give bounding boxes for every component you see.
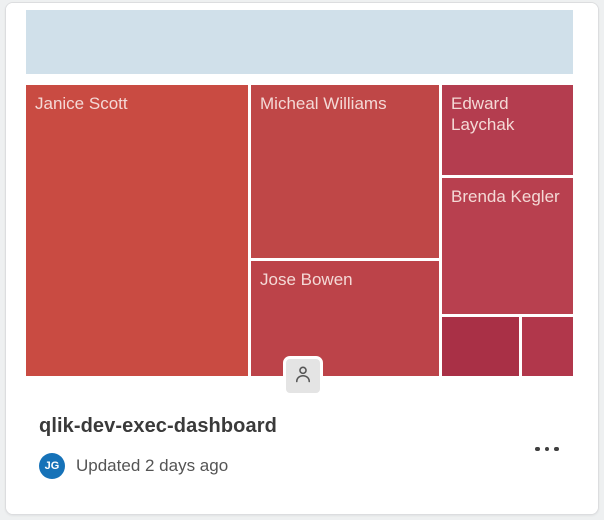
treemap-cell-unlabeled-2 xyxy=(522,317,573,376)
treemap-label: Brenda Kegler xyxy=(451,187,560,206)
treemap-cell-unlabeled-1 xyxy=(442,317,519,376)
treemap-label: Edward Laychak xyxy=(451,94,515,135)
app-title: qlik-dev-exec-dashboard xyxy=(39,415,277,437)
owner-avatar: JG xyxy=(39,453,65,479)
treemap-cell-jose-bowen: Jose Bowen xyxy=(251,261,439,376)
card-footer: qlik-dev-exec-dashboard JG Updated 2 day… xyxy=(6,389,598,514)
app-preview-thumbnail: Janice Scott Micheal Williams Jose Bowen… xyxy=(6,3,598,389)
person-badge xyxy=(283,356,323,396)
ellipsis-dot xyxy=(544,446,550,452)
treemap-label: Micheal Williams xyxy=(260,94,387,113)
owner-row: JG Updated 2 days ago xyxy=(39,453,565,479)
ellipsis-dot xyxy=(554,446,559,452)
treemap-label: Jose Bowen xyxy=(260,270,353,289)
treemap-cell-top-band xyxy=(26,10,573,74)
treemap-cell-janice-scott: Janice Scott xyxy=(26,85,248,376)
more-menu-button[interactable] xyxy=(530,437,564,461)
treemap-chart: Janice Scott Micheal Williams Jose Bowen… xyxy=(26,10,573,376)
treemap-cell-edward-laychak: Edward Laychak xyxy=(442,85,573,175)
ellipsis-dot xyxy=(535,446,540,452)
treemap-label: Janice Scott xyxy=(35,94,128,113)
updated-timestamp: Updated 2 days ago xyxy=(76,456,229,475)
app-card[interactable]: Janice Scott Micheal Williams Jose Bowen… xyxy=(5,2,599,515)
treemap-cell-micheal-williams: Micheal Williams xyxy=(251,85,439,258)
person-icon xyxy=(292,363,314,390)
treemap-cell-brenda-kegler: Brenda Kegler xyxy=(442,178,573,314)
